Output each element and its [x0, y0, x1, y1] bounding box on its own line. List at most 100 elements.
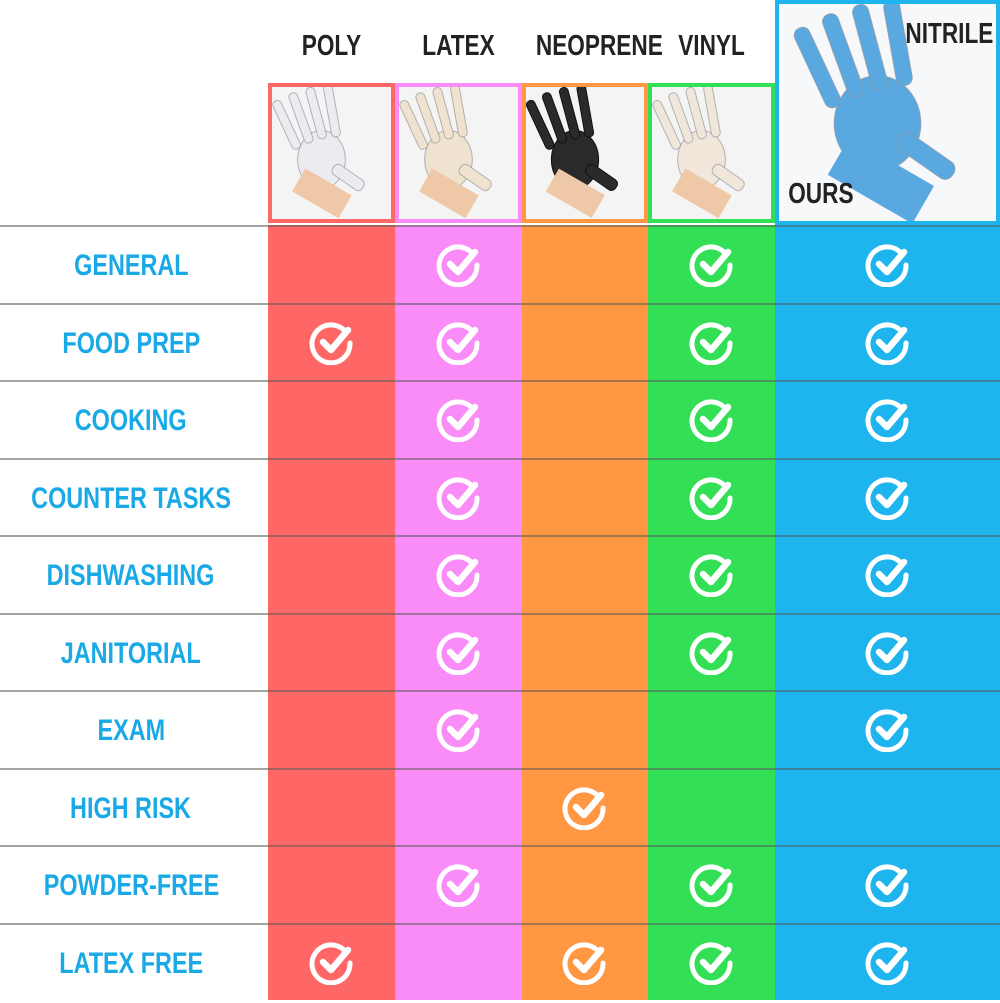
row-label: COOKING	[0, 382, 262, 460]
column-header: LATEX	[422, 30, 495, 62]
column-header: NITRILE	[905, 18, 994, 50]
row-label: GENERAL	[0, 227, 262, 305]
column-header: POLY	[301, 30, 362, 62]
check-circle-icon	[309, 321, 353, 365]
check-icon	[436, 396, 482, 443]
table-row: COUNTER TASKS	[0, 457, 1000, 536]
check-icon	[436, 241, 482, 288]
check-icon	[562, 784, 608, 830]
column-header: NEOPRENE	[535, 30, 663, 62]
table-row: JANITORIAL	[0, 612, 1000, 693]
check-circle-icon	[865, 941, 909, 985]
row-label: JANITORIAL	[0, 615, 262, 693]
check-circle-icon	[865, 399, 909, 443]
table-row: GENERAL	[0, 225, 1000, 303]
row-label: POWDER-FREE	[0, 847, 262, 925]
check-icon	[865, 396, 911, 443]
row-label: EXAM	[0, 692, 262, 770]
check-circle-icon	[689, 631, 733, 675]
glove-icon	[652, 87, 745, 219]
table-row: COOKING	[0, 380, 1000, 458]
row-label: FOOD PREP	[0, 305, 262, 383]
row-label-text: HIGH RISK	[70, 791, 192, 825]
check-icon	[436, 319, 482, 365]
glove-icon	[526, 87, 619, 219]
table-row: DISHWASHING	[0, 535, 1000, 613]
check-icon	[865, 939, 911, 985]
check-circle-icon	[865, 631, 909, 675]
check-icon	[689, 629, 735, 675]
check-circle-icon	[562, 786, 606, 830]
row-label-text: FOOD PREP	[62, 326, 200, 360]
row-label-text: LATEX FREE	[59, 946, 203, 980]
check-circle-icon	[689, 554, 733, 598]
glove-icon	[793, 4, 956, 221]
check-circle-icon	[865, 244, 909, 288]
check-circle-icon	[436, 709, 480, 753]
check-icon	[689, 551, 735, 598]
row-label-text: DISHWASHING	[47, 559, 215, 592]
table-row: HIGH RISK	[0, 767, 1000, 848]
check-circle-icon	[436, 476, 480, 520]
glove-image-poly	[268, 83, 395, 223]
glove-image-vinyl	[648, 83, 775, 223]
row-label-text: COUNTER TASKS	[31, 481, 231, 515]
check-circle-icon	[865, 476, 909, 520]
check-circle-icon	[689, 399, 733, 443]
check-circle-icon	[309, 941, 353, 985]
check-icon	[436, 629, 482, 675]
row-label: LATEX FREE	[0, 925, 262, 1003]
row-label-text: COOKING	[75, 404, 187, 437]
check-circle-icon	[436, 399, 480, 443]
check-icon	[689, 474, 735, 520]
check-icon	[865, 319, 911, 365]
check-circle-icon	[436, 244, 480, 288]
column-header: VINYL	[678, 30, 745, 62]
check-circle-icon	[436, 554, 480, 598]
check-circle-icon	[865, 864, 909, 908]
check-icon	[865, 474, 911, 520]
check-icon	[865, 551, 911, 598]
check-icon	[689, 939, 735, 985]
check-icon	[436, 551, 482, 598]
check-icon	[689, 319, 735, 365]
check-icon	[436, 861, 482, 908]
check-circle-icon	[689, 941, 733, 985]
check-icon	[562, 939, 608, 985]
glove-image-latex	[395, 83, 522, 223]
glove-image-neoprene	[522, 83, 648, 223]
glove-icon	[399, 87, 492, 219]
check-icon	[865, 629, 911, 675]
row-label-text: GENERAL	[73, 249, 189, 282]
check-circle-icon	[436, 321, 480, 365]
check-circle-icon	[865, 321, 909, 365]
check-icon	[865, 706, 911, 753]
table-row: LATEX FREE	[0, 922, 1000, 1003]
check-icon	[865, 241, 911, 288]
check-circle-icon	[562, 941, 606, 985]
check-icon	[689, 861, 735, 908]
check-icon	[436, 474, 482, 520]
row-label: HIGH RISK	[0, 770, 262, 848]
table-row: EXAM	[0, 690, 1000, 768]
check-icon	[309, 939, 355, 985]
check-icon	[865, 861, 911, 908]
row-label-text: EXAM	[97, 714, 165, 747]
check-icon	[689, 396, 735, 443]
check-circle-icon	[689, 244, 733, 288]
check-circle-icon	[689, 321, 733, 365]
check-circle-icon	[865, 554, 909, 598]
check-icon	[689, 241, 735, 288]
check-circle-icon	[689, 864, 733, 908]
table-row: FOOD PREP	[0, 302, 1000, 383]
check-circle-icon	[689, 476, 733, 520]
check-icon	[436, 706, 482, 753]
ours-badge: OURS	[788, 178, 854, 210]
glove-image-nitrile: NITRILE OURS	[775, 0, 1000, 225]
check-circle-icon	[865, 709, 909, 753]
table-row: POWDER-FREE	[0, 845, 1000, 923]
row-label-text: POWDER-FREE	[43, 869, 219, 902]
check-icon	[309, 319, 355, 365]
check-circle-icon	[436, 864, 480, 908]
check-circle-icon	[436, 631, 480, 675]
